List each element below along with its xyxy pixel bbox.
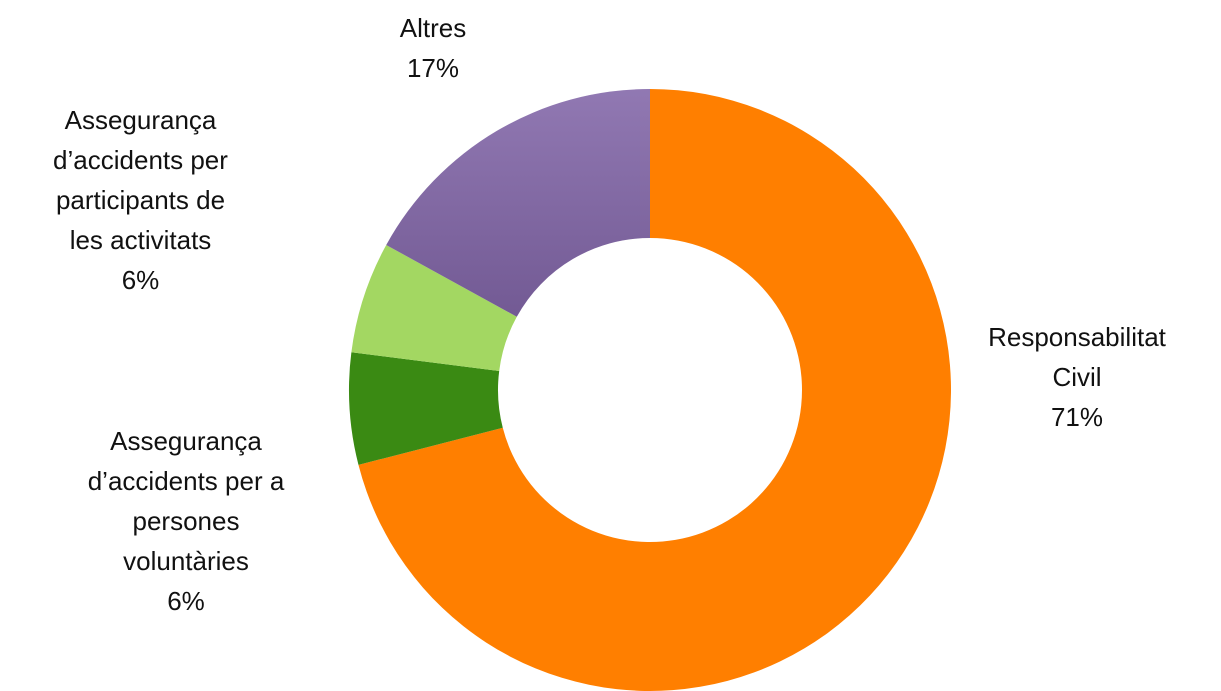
slice-label: Responsabilitat Civil 71% bbox=[962, 317, 1192, 437]
slice-label: Altres 17% bbox=[358, 8, 508, 88]
slice-shade bbox=[386, 89, 650, 317]
slice-percent: 17% bbox=[406, 53, 460, 83]
slice-label: Assegurança d’accidents per a persones v… bbox=[86, 421, 286, 621]
slice-percent: 6% bbox=[121, 265, 160, 295]
slice-label: Assegurança d’accidents per participants… bbox=[38, 100, 243, 300]
slice-name: Responsabilitat Civil bbox=[988, 322, 1166, 392]
slice-percent: 71% bbox=[1050, 402, 1104, 432]
slice-name: Altres bbox=[399, 13, 467, 43]
slice-name: Assegurança d’accidents per a persones v… bbox=[87, 426, 285, 576]
slice-name: Assegurança d’accidents per participants… bbox=[53, 105, 228, 255]
donut-slice bbox=[358, 89, 951, 691]
slice-percent: 6% bbox=[167, 586, 205, 616]
donut-slice bbox=[351, 244, 517, 371]
donut-slice bbox=[349, 352, 503, 465]
